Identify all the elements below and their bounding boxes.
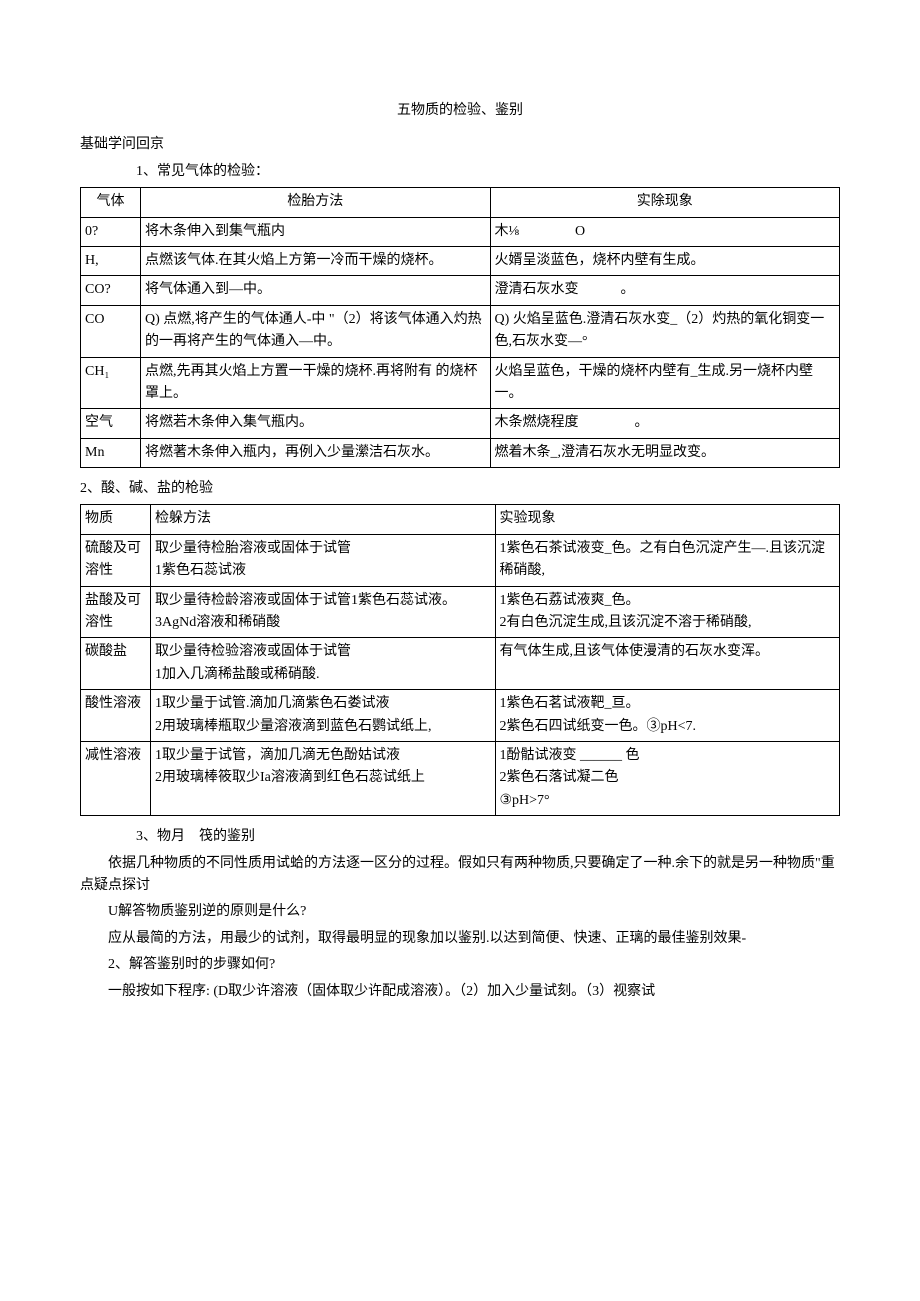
paragraph: 一般按如下程序: (D取少许溶液（固体取少许配成溶液）。（2）加入少量试刻。（3… (80, 981, 840, 1003)
cell: 火婿呈淡蓝色，烧杯内壁有生成。 (490, 246, 840, 275)
cell: 木条燃烧程度 。 (490, 409, 840, 438)
cell: Q) 火焰呈蓝色.澄清石灰水变_（2）灼热的氧化铜变一色,石灰水变—° (490, 305, 840, 357)
cell: 将气体通入到—中。 (141, 276, 491, 305)
page-title: 五物质的检验、鉴别 (80, 100, 840, 122)
subsection-3: 3、物月 筏的鉴别 (80, 826, 840, 848)
table-row: 盐酸及可溶性取少量待检龄溶液或固体于试管1紫色石蕊试液。 3AgNd溶液和稀硝酸… (81, 586, 840, 638)
paragraph: 依据几种物质的不同性质用试蛤的方法逐一区分的过程。假如只有两种物质,只要确定了一… (80, 853, 840, 898)
subsection-2: 2、酸、碱、盐的枪验 (80, 478, 840, 500)
paragraph: 应从最简的方法，用最少的试剂，取得最明显的现象加以鉴别.以达到简便、快速、正璃的… (80, 928, 840, 950)
cell: 1紫色石荔试液爽_色。 2有白色沉淀生成,且该沉淀不溶于稀硝酸, (495, 586, 840, 638)
table-row: CO?将气体通入到—中。澄清石灰水变 。 (81, 276, 840, 305)
col-substance: 物质 (81, 505, 151, 534)
cell: 碳酸盐 (81, 638, 151, 690)
table-row: COQ) 点燃,将产生的气体通人-中 "（2）将该气体通入灼热的一再将产生的气体… (81, 305, 840, 357)
table-row: Mn将燃著木条伸入瓶内，再例入少量瀠洁石灰水。燃着木条_,澄清石灰水无明显改变。 (81, 438, 840, 467)
cell: 0? (81, 217, 141, 246)
cell: 1酚骷试液变 ______ 色 2紫色石落试凝二色 ③pH>7° (495, 741, 840, 815)
table-row: 酸性溶液1取少量于试管.滴加几滴紫色石娄试液 2用玻璃棒瓶取少量溶液滴到蓝色石鹦… (81, 690, 840, 742)
cell: 空气 (81, 409, 141, 438)
cell: 1取少量于试管，滴加几滴无色酚姑试液 2用玻璃棒筱取少Ia溶液滴到红色石蕊试纸上 (151, 741, 496, 815)
cell: CO? (81, 276, 141, 305)
table-header-row: 气体 检胎方法 实除现象 (81, 188, 840, 217)
cell: 澄清石灰水变 。 (490, 276, 840, 305)
table-row: 硫酸及可溶性取少量待检胎溶液或固体于试管 1紫色石蕊试液1紫色石茶试液变_色。之… (81, 534, 840, 586)
cell: 将燃若木条伸入集气瓶内。 (141, 409, 491, 438)
cell: 酸性溶液 (81, 690, 151, 742)
col-method: 检躲方法 (151, 505, 496, 534)
cell: 点燃该气体.在其火焰上方第一冷而干燥的烧杯。 (141, 246, 491, 275)
cell: 1取少量于试管.滴加几滴紫色石娄试液 2用玻璃棒瓶取少量溶液滴到蓝色石鹦试纸上, (151, 690, 496, 742)
table-header-row: 物质 检躲方法 实验现象 (81, 505, 840, 534)
subsection-1: 1、常见气体的检验： (80, 161, 840, 183)
cell: 点燃,先再其火焰上方置一干燥的烧杯.再将附有 的烧杯罩上。 (141, 357, 491, 409)
paragraph: U解答物质鉴别逆的原则是什么? (80, 901, 840, 923)
cell: 取少量待检胎溶液或固体于试管 1紫色石蕊试液 (151, 534, 496, 586)
paragraph: 2、解答鉴别时的步骤如何? (80, 954, 840, 976)
cell: 1紫色石茗试液靶_亘。 2紫色石四试纸变一色。③pH<7. (495, 690, 840, 742)
col-gas: 气体 (81, 188, 141, 217)
cell: 将木条伸入到集气瓶内 (141, 217, 491, 246)
cell: H, (81, 246, 141, 275)
table-row: H,点燃该气体.在其火焰上方第一冷而干燥的烧杯。火婿呈淡蓝色，烧杯内壁有生成。 (81, 246, 840, 275)
table-row: 碳酸盐取少量待检验溶液或固体于试管 1加入几滴稀盐酸或稀硝酸.有气体生成,且该气… (81, 638, 840, 690)
table-row: 减性溶液1取少量于试管，滴加几滴无色酚姑试液 2用玻璃棒筱取少Ia溶液滴到红色石… (81, 741, 840, 815)
table-row: 空气将燃若木条伸入集气瓶内。木条燃烧程度 。 (81, 409, 840, 438)
cell: Mn (81, 438, 141, 467)
cell: 木⅛ O (490, 217, 840, 246)
table-row: CH₁点燃,先再其火焰上方置一干燥的烧杯.再将附有 的烧杯罩上。火焰呈蓝色，干燥… (81, 357, 840, 409)
cell: 火焰呈蓝色，干燥的烧杯内壁有_生成.另一烧杯内壁一。 (490, 357, 840, 409)
cell: Q) 点燃,将产生的气体通人-中 "（2）将该气体通入灼热的一再将产生的气体通入… (141, 305, 491, 357)
cell: 有气体生成,且该气体使漫清的石灰水变浑。 (495, 638, 840, 690)
cell: 盐酸及可溶性 (81, 586, 151, 638)
table-row: 0?将木条伸入到集气瓶内木⅛ O (81, 217, 840, 246)
cell: CH₁ (81, 357, 141, 409)
col-method: 检胎方法 (141, 188, 491, 217)
section-heading: 基础学问回京 (80, 134, 840, 156)
cell: 减性溶液 (81, 741, 151, 815)
gas-test-table: 气体 检胎方法 实除现象 0?将木条伸入到集气瓶内木⅛ O H,点燃该气体.在其… (80, 187, 840, 468)
cell: 硫酸及可溶性 (81, 534, 151, 586)
col-phenomenon: 实验现象 (495, 505, 840, 534)
cell: 取少量待检验溶液或固体于试管 1加入几滴稀盐酸或稀硝酸. (151, 638, 496, 690)
cell: 燃着木条_,澄清石灰水无明显改变。 (490, 438, 840, 467)
cell: CO (81, 305, 141, 357)
cell: 取少量待检龄溶液或固体于试管1紫色石蕊试液。 3AgNd溶液和稀硝酸 (151, 586, 496, 638)
col-phenomenon: 实除现象 (490, 188, 840, 217)
cell: 将燃著木条伸入瓶内，再例入少量瀠洁石灰水。 (141, 438, 491, 467)
acid-base-salt-table: 物质 检躲方法 实验现象 硫酸及可溶性取少量待检胎溶液或固体于试管 1紫色石蕊试… (80, 504, 840, 816)
cell: 1紫色石茶试液变_色。之有白色沉淀产生—.且该沉淀稀硝酸, (495, 534, 840, 586)
